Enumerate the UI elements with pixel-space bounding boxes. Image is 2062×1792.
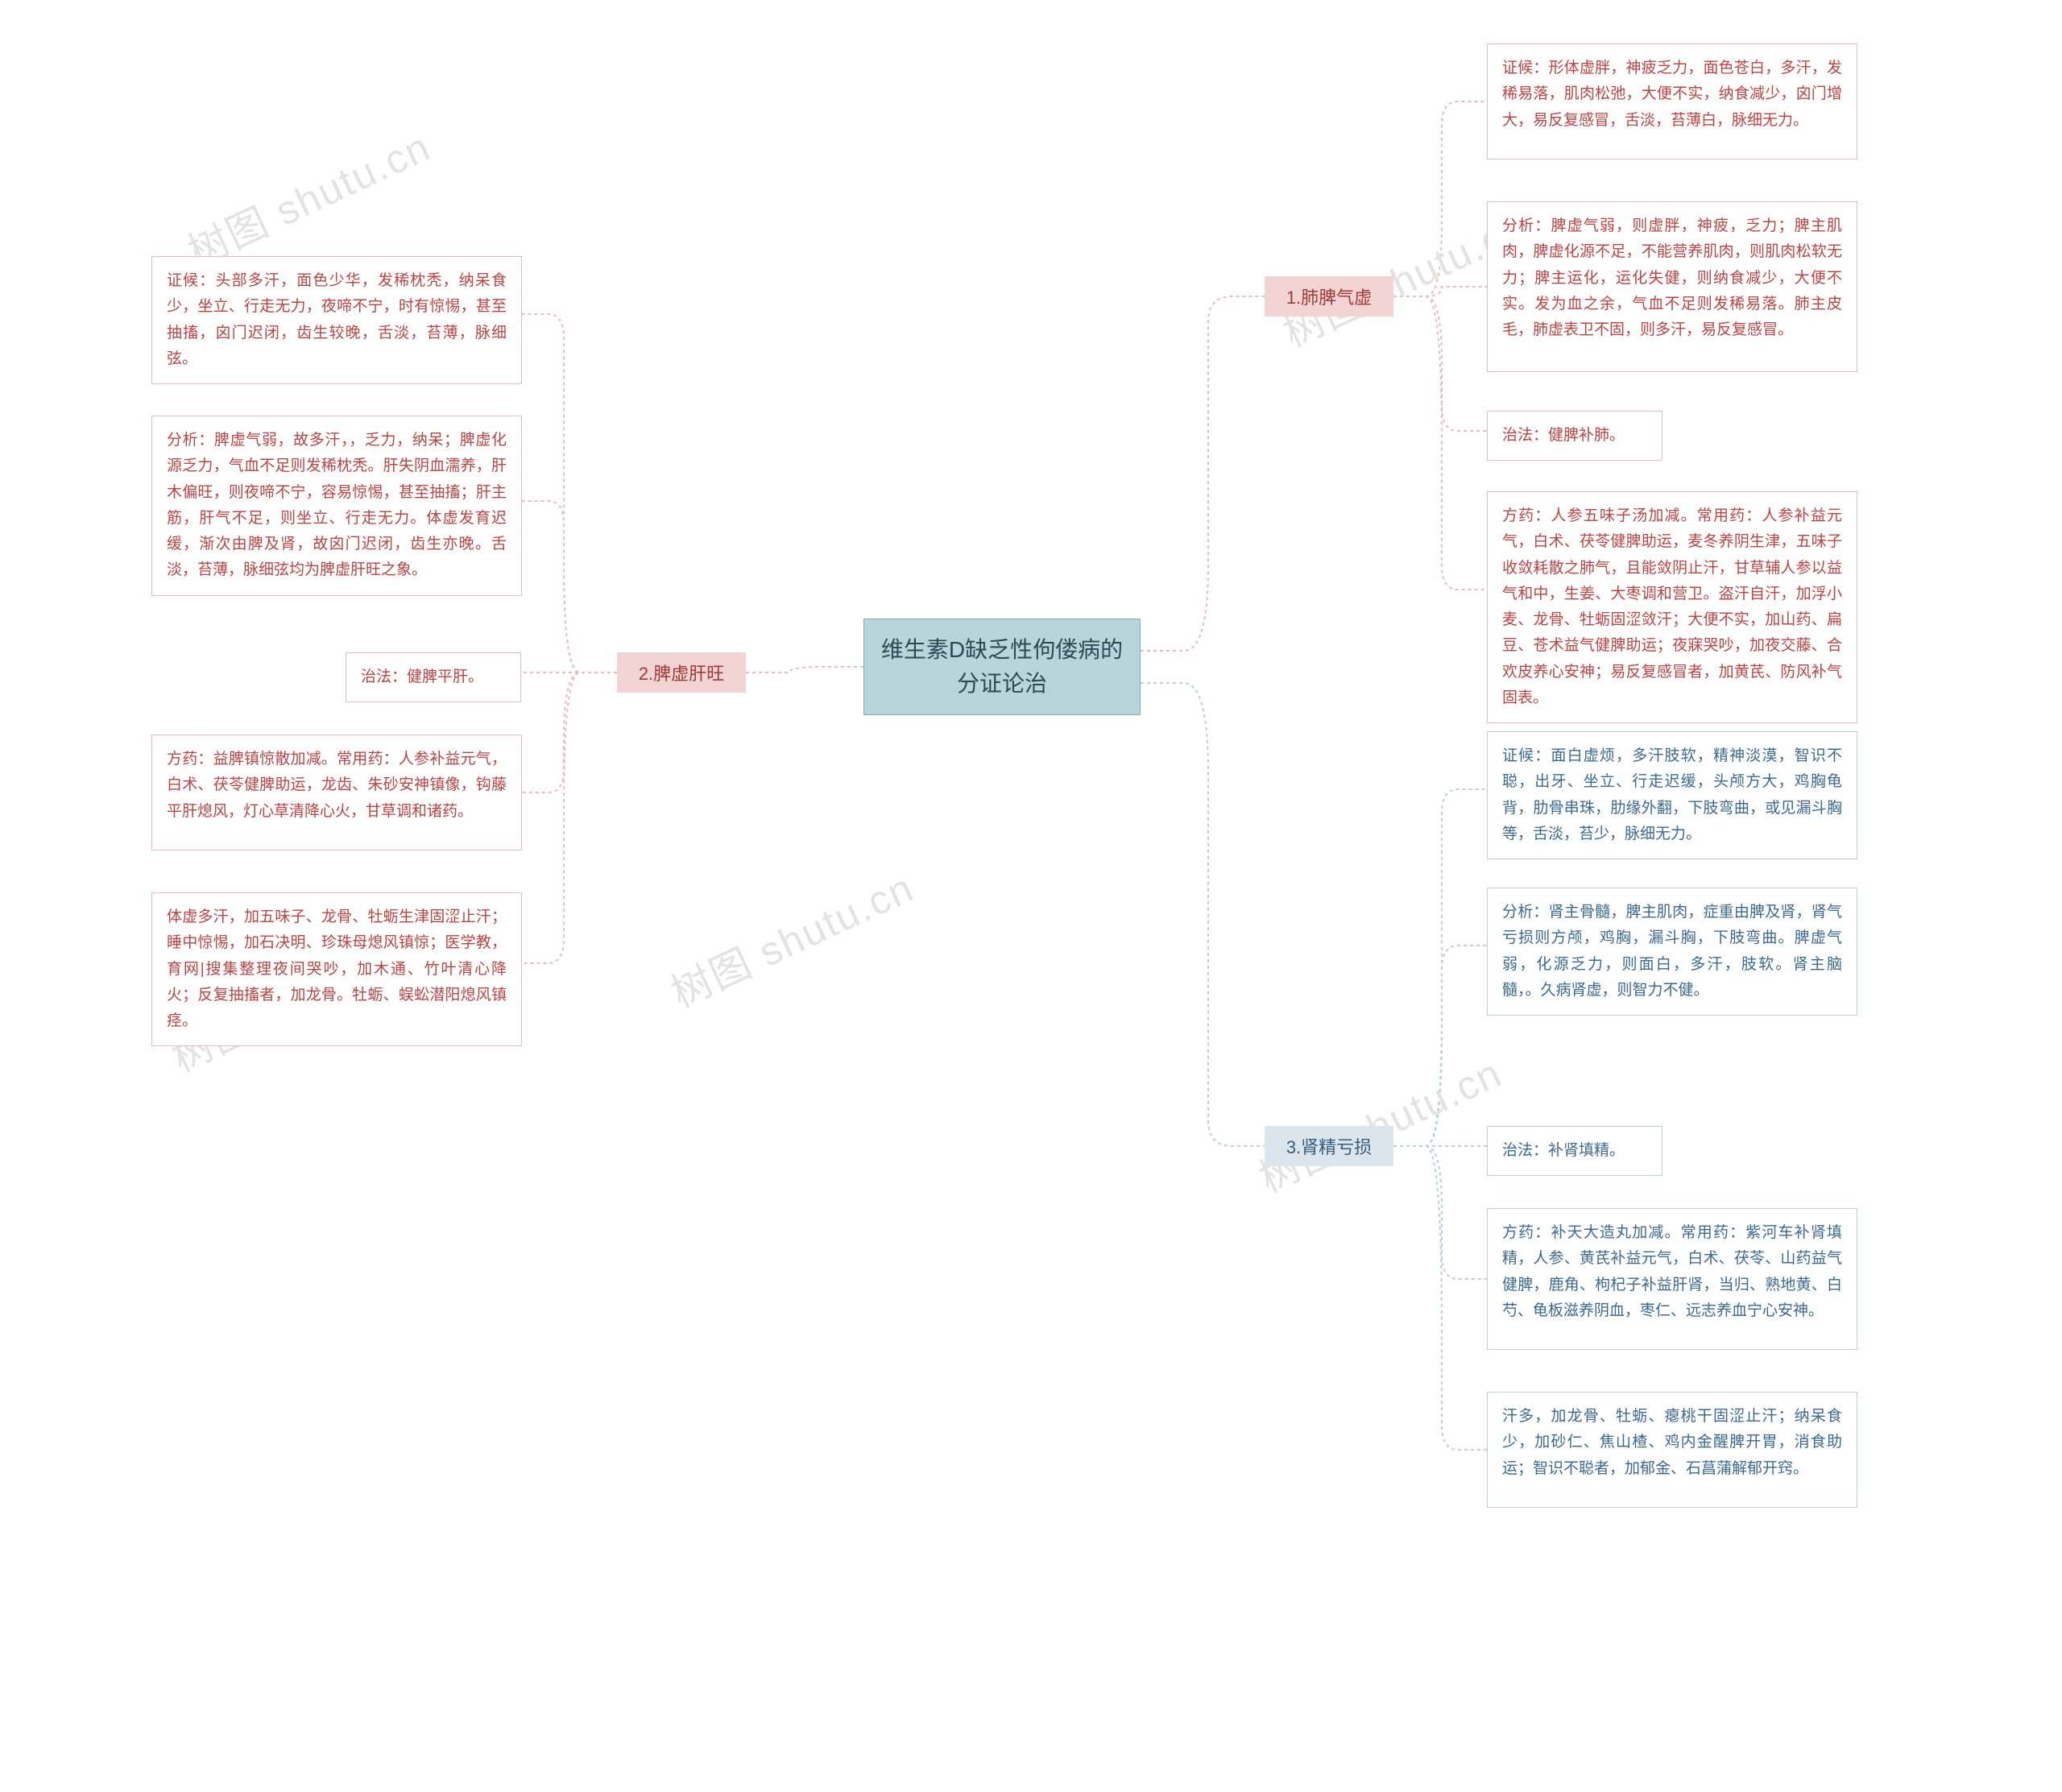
watermark: 树图 shutu.cn: [660, 856, 922, 1020]
leaf-node-b1-1: 分析：脾虚气弱，故多汗，，乏力，纳呆；脾虚化源乏力，气血不足则发稀枕秃。肝失阴血…: [151, 416, 522, 596]
leaf-node-b3-3: 方药：补天大造丸加减。常用药：紫河车补肾填精，人参、黄芪补益元气，白术、茯苓、山…: [1487, 1208, 1857, 1350]
branch-node-b3: 3.肾精亏损: [1265, 1126, 1393, 1166]
leaf-node-b3-0: 证候：面白虚烦，多汗肢软，精神淡漠，智识不聪，出牙、坐立、行走迟缓，头颅方大，鸡…: [1487, 731, 1857, 859]
leaf-node-b3-2: 治法：补肾填精。: [1487, 1126, 1662, 1176]
leaf-node-b2-0: 证候：形体虚胖，神疲乏力，面色苍白，多汗，发稀易落，肌肉松弛，大便不实，纳食减少…: [1487, 43, 1857, 159]
leaf-node-b1-2: 治法：健脾平肝。: [346, 652, 521, 702]
branch-node-b1: 2.脾虚肝旺: [617, 652, 746, 693]
leaf-node-b2-2: 治法：健脾补肺。: [1487, 411, 1662, 461]
watermark: 树图 shutu.cn: [1248, 1041, 1510, 1205]
leaf-node-b3-1: 分析：肾主骨髓，脾主肌肉，症重由脾及肾，肾气亏损则方颅，鸡胸，漏斗胸，下肢弯曲。…: [1487, 888, 1857, 1016]
leaf-node-b1-4: 体虚多汗，加五味子、龙骨、牡蛎生津固涩止汗；睡中惊惕，加石决明、珍珠母熄风镇惊；…: [151, 892, 522, 1046]
leaf-node-b3-4: 汗多，加龙骨、牡蛎、瘪桃干固涩止汗；纳呆食少，加砂仁、焦山楂、鸡内金醒脾开胃，消…: [1487, 1392, 1857, 1508]
leaf-node-b1-3: 方药：益脾镇惊散加减。常用药：人参补益元气，白术、茯苓健脾助运，龙齿、朱砂安神镇…: [151, 735, 522, 850]
leaf-node-b1-0: 证候：头部多汗，面色少华，发稀枕秃，纳呆食少，坐立、行走无力，夜啼不宁，时有惊惕…: [151, 256, 522, 384]
leaf-node-b2-1: 分析：脾虚气弱，则虚胖，神疲，乏力；脾主肌肉，脾虚化源不足，不能营养肌肉，则肌肉…: [1487, 201, 1857, 372]
branch-node-b2: 1.肺脾气虚: [1265, 276, 1393, 317]
leaf-node-b2-3: 方药：人参五味子汤加减。常用药：人参补益元气，白术、茯苓健脾助运，麦冬养阴生津，…: [1487, 491, 1857, 723]
watermark: 树图 shutu.cn: [177, 115, 439, 279]
root-node: 维生素D缺乏性佝偻病的分证论治: [863, 619, 1141, 715]
